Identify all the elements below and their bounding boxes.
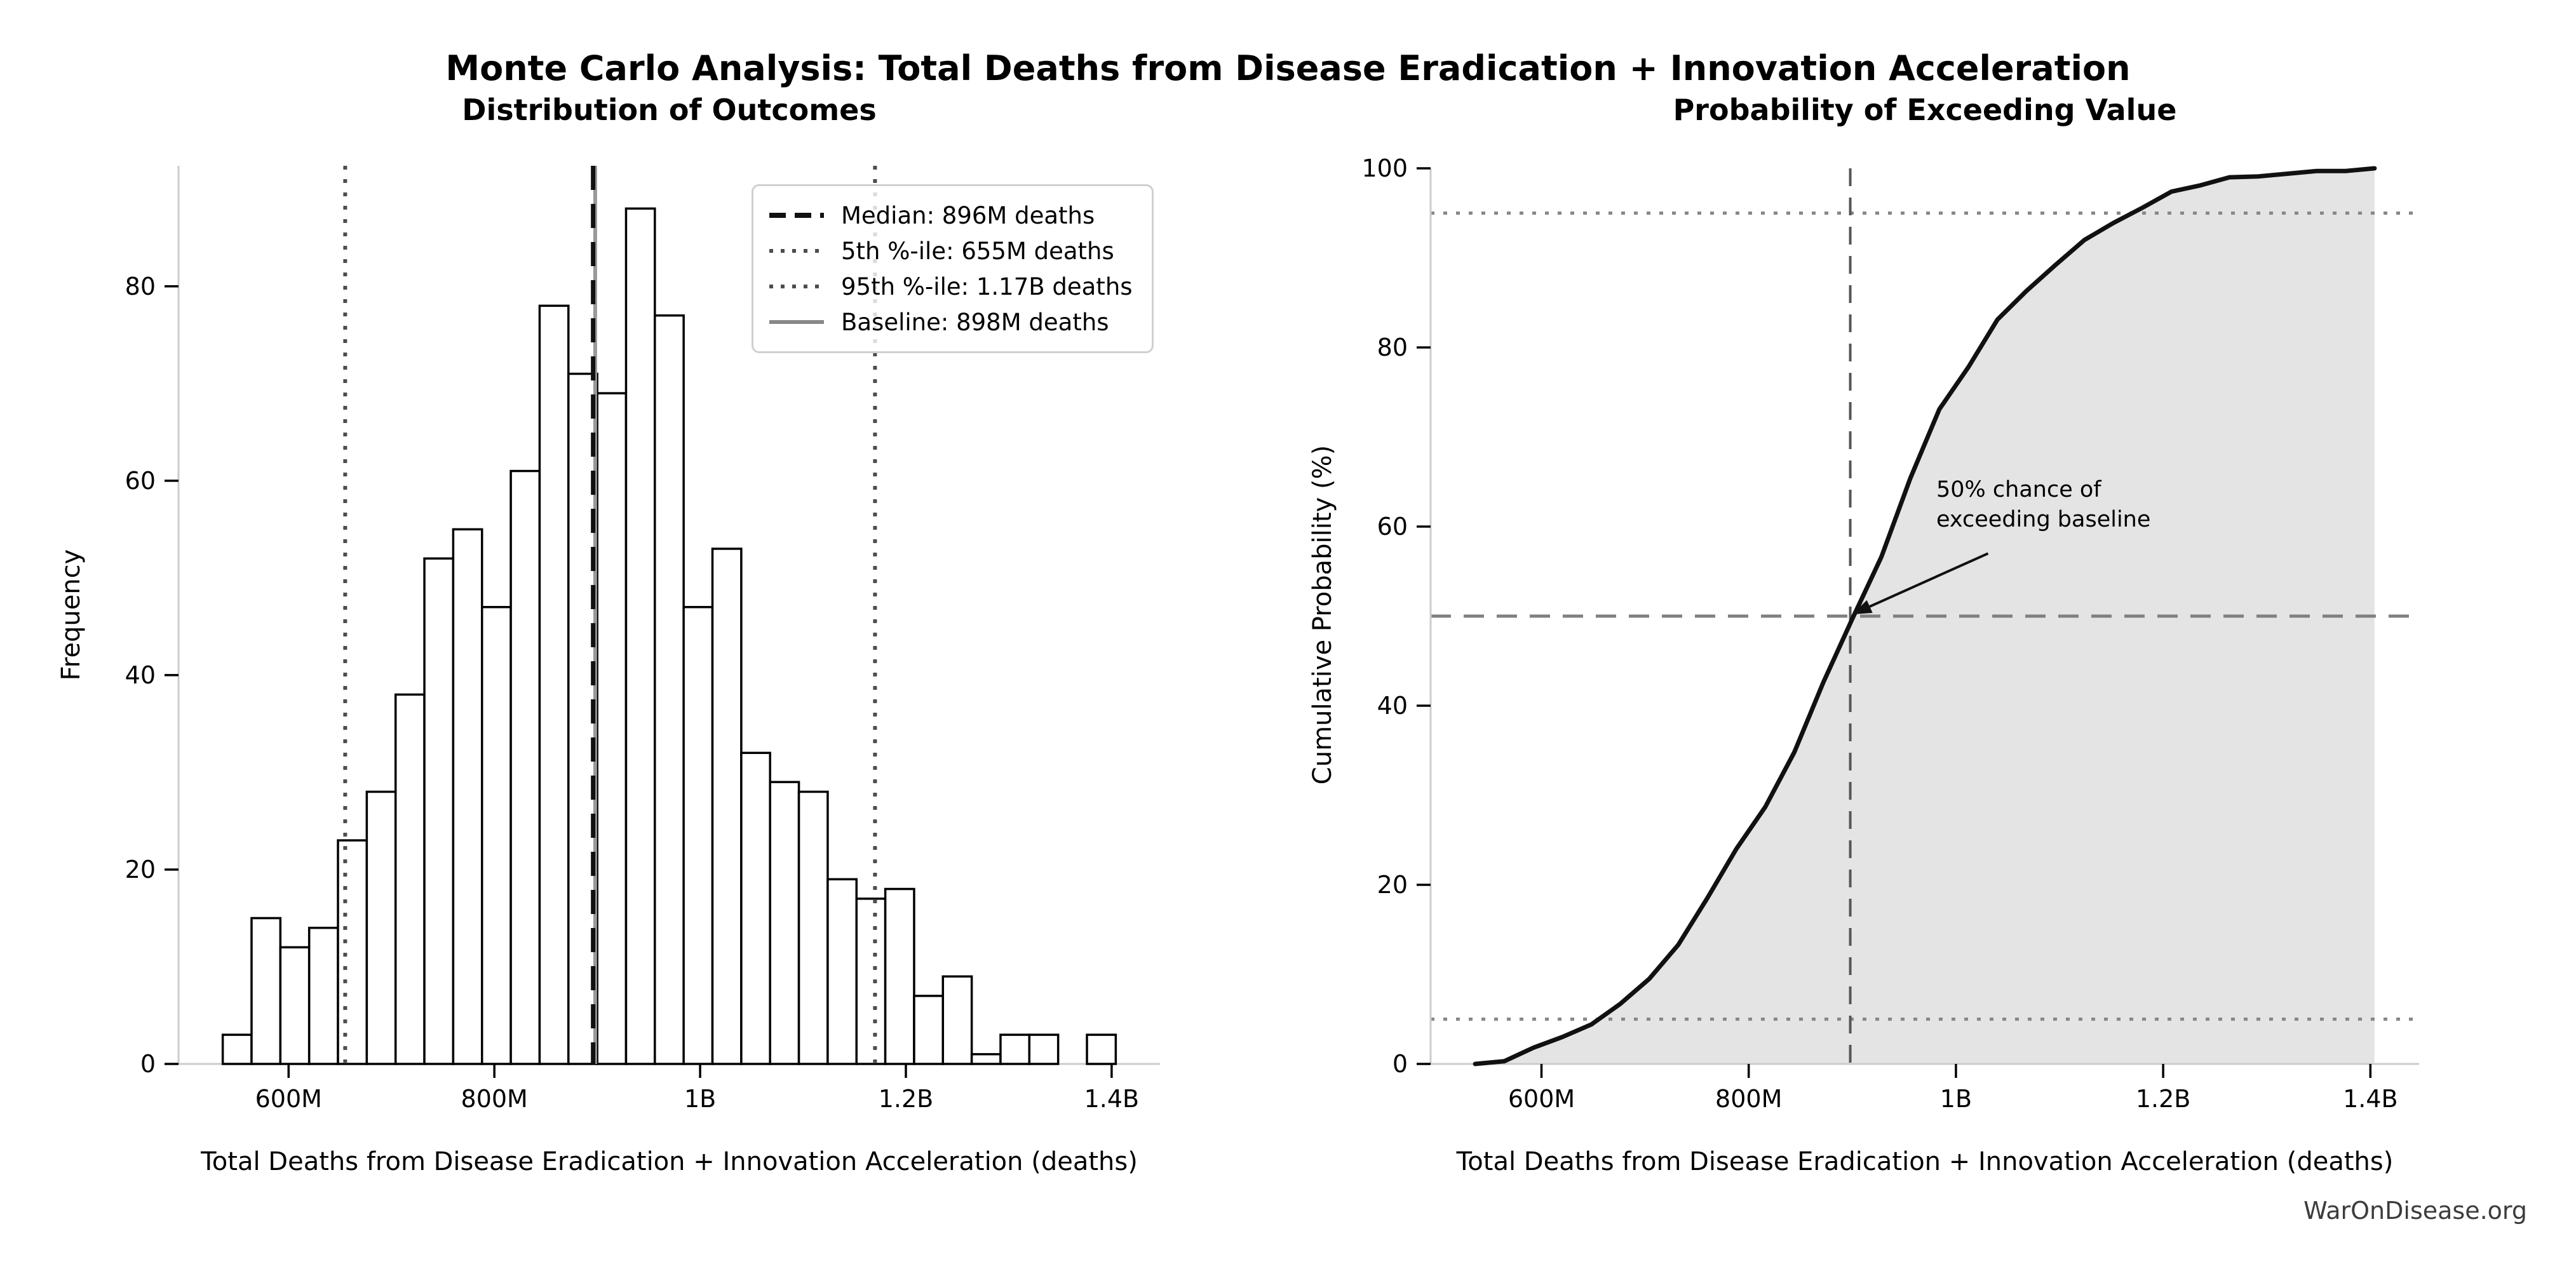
y-tick-label: 20 xyxy=(1377,871,1408,899)
hist-bar xyxy=(624,207,656,1065)
hist-bar xyxy=(970,1052,1002,1065)
median-line-sample xyxy=(769,213,824,218)
hist-bar xyxy=(452,528,483,1065)
y-tick-label: 100 xyxy=(1361,154,1408,182)
hist-bar xyxy=(740,751,771,1065)
annotation-arrow-line xyxy=(1869,552,1989,608)
legend-item-label: Baseline: 898M deaths xyxy=(841,308,1109,336)
hist-bar xyxy=(769,781,800,1065)
hist-bar xyxy=(538,304,570,1065)
histogram-plot: 600M 800M 1B 1.2B 1.4B 0 20 40 60 80 xyxy=(125,166,1160,1113)
cdf-curve xyxy=(1473,166,2377,1066)
y-tick-label: 80 xyxy=(125,272,156,300)
legend: Median: 896M deaths 5th %-ile: 655M deat… xyxy=(752,184,1154,353)
x-tick-label: 1B xyxy=(1940,1085,1972,1113)
hist-bar xyxy=(711,548,743,1065)
hist-bar xyxy=(307,927,339,1065)
hist-bar xyxy=(596,392,628,1065)
hist-bar xyxy=(423,557,455,1065)
legend-item-p5: 5th %-ile: 655M deaths xyxy=(767,233,1133,269)
x-tick-label: 1B xyxy=(684,1085,716,1113)
y-tick-label: 20 xyxy=(125,856,156,884)
cdf-x-axis-label: Total Deaths from Disease Eradication + … xyxy=(1456,1147,2394,1176)
x-tick-label: 600M xyxy=(255,1085,322,1113)
x-tick-label: 1.2B xyxy=(2136,1085,2191,1113)
hist-bar xyxy=(884,887,915,1065)
p95-line-sample xyxy=(769,285,824,288)
cdf-title: Probability of Exceeding Value xyxy=(1673,93,2177,127)
hist-bar xyxy=(365,790,397,1065)
y-tick-label: 60 xyxy=(125,467,156,495)
x-tick-label: 600M xyxy=(1508,1085,1575,1113)
watermark: WarOnDisease.org xyxy=(2303,1197,2527,1225)
hist-bar xyxy=(250,917,282,1065)
legend-item-p95: 95th %-ile: 1.17B deaths xyxy=(767,269,1133,304)
histogram-x-axis-label: Total Deaths from Disease Eradication + … xyxy=(201,1147,1138,1176)
hist-bar xyxy=(394,693,426,1065)
y-tick-label: 60 xyxy=(1377,513,1408,541)
hist-bar xyxy=(826,878,858,1065)
cdf-plot: 600M 800M 1B 1.2B 1.4B 0 20 40 60 80 100 xyxy=(1361,154,2419,1113)
hist-bar xyxy=(682,606,714,1065)
y-tick-label: 40 xyxy=(125,661,156,689)
hist-bar xyxy=(337,839,368,1065)
hist-bar xyxy=(654,314,685,1065)
hist-bar xyxy=(1028,1033,1060,1065)
histogram-title: Distribution of Outcomes xyxy=(462,93,877,127)
y-tick-label: 0 xyxy=(140,1050,156,1078)
baseline-line-sample xyxy=(769,320,824,324)
y-tick-label: 80 xyxy=(1377,333,1408,361)
cdf-fill-area xyxy=(1475,168,2375,1064)
x-tick-label: 1.4B xyxy=(2343,1085,2398,1113)
y-tick-label: 0 xyxy=(1393,1050,1408,1078)
x-tick-label: 800M xyxy=(1715,1085,1782,1113)
hist-bar xyxy=(855,898,887,1065)
p5-line-sample xyxy=(769,249,824,253)
x-tick-label: 1.4B xyxy=(1084,1085,1140,1113)
legend-item-label: Median: 896M deaths xyxy=(841,201,1095,229)
hist-bar xyxy=(1086,1033,1117,1065)
hist-bar xyxy=(913,995,945,1065)
x-tick-label: 1.2B xyxy=(879,1085,934,1113)
legend-item-label: 5th %-ile: 655M deaths xyxy=(841,237,1114,265)
hist-bar xyxy=(999,1033,1031,1065)
hist-bar xyxy=(509,469,541,1065)
y-tick-label: 40 xyxy=(1377,692,1408,720)
hist-bar xyxy=(221,1033,253,1065)
figure-title: Monte Carlo Analysis: Total Deaths from … xyxy=(445,48,2131,88)
legend-item-label: 95th %-ile: 1.17B deaths xyxy=(841,272,1133,300)
x-tick-label: 800M xyxy=(461,1085,528,1113)
cdf-annotation-text: 50% chance of exceeding baseline xyxy=(1936,477,2151,532)
hist-bar xyxy=(941,975,973,1065)
annotation-arrowhead xyxy=(1852,600,1873,615)
legend-item-baseline: Baseline: 898M deaths xyxy=(767,304,1133,340)
hist-bar xyxy=(481,606,512,1065)
hist-bar xyxy=(279,946,311,1065)
hist-bar xyxy=(797,790,829,1065)
legend-item-median: Median: 896M deaths xyxy=(767,198,1133,233)
